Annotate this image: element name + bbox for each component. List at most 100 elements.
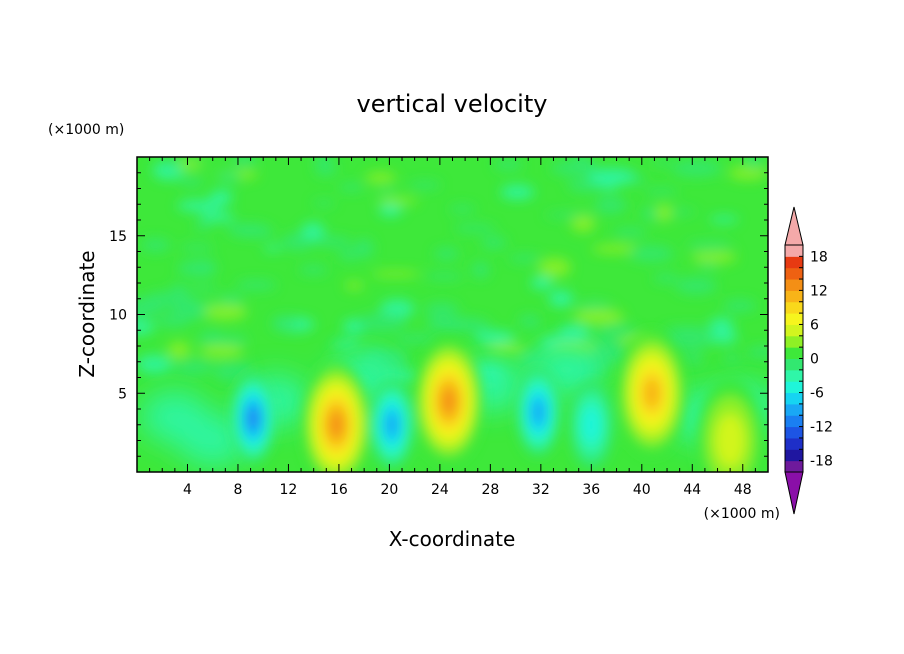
texture-blob — [612, 227, 647, 238]
texture-blob — [508, 254, 541, 263]
colorbar-swatch — [785, 267, 803, 280]
band-blob — [178, 414, 247, 467]
texture-blob — [471, 261, 490, 279]
x-tick-label: 24 — [431, 482, 449, 498]
texture-blob — [394, 333, 438, 344]
contour-band — [715, 413, 745, 468]
colorbar-swatch — [785, 449, 803, 462]
contour-field — [137, 157, 768, 472]
updraft-core — [696, 378, 765, 472]
x-tick-label: 4 — [183, 482, 192, 498]
y-axis-label: Z-coordinate — [75, 250, 99, 377]
texture-blob — [662, 326, 714, 334]
colorbar-swatch — [785, 392, 803, 405]
colorbar-swatch — [785, 301, 803, 314]
colorbar-swatch — [785, 290, 803, 303]
texture-blob — [177, 159, 202, 170]
x-tick-label: 8 — [233, 482, 242, 498]
colorbar-swatch — [785, 335, 803, 348]
colorbar-tick-label: 12 — [810, 283, 828, 299]
texture-blob — [203, 303, 248, 321]
upper-level-texture — [137, 157, 768, 383]
contour-band — [532, 400, 545, 425]
colorbar-swatch — [785, 245, 803, 257]
contour-band — [644, 378, 660, 408]
texture-blob — [236, 280, 277, 291]
texture-blob — [179, 243, 214, 252]
texture-blob — [427, 317, 469, 332]
colorbar-tick-label: -12 — [810, 420, 833, 436]
texture-blob — [746, 346, 768, 358]
colorbar-swatch — [785, 426, 803, 439]
texture-blob — [594, 195, 627, 215]
colorbar-swatch — [785, 415, 803, 428]
contour-band — [248, 408, 259, 429]
colorbar-swatch — [785, 403, 803, 416]
texture-blob — [370, 270, 421, 278]
texture-blob — [453, 224, 497, 233]
texture-blob — [167, 341, 191, 359]
texture-blob — [176, 199, 223, 212]
colorbar-swatch — [785, 313, 803, 325]
texture-blob — [312, 200, 335, 207]
texture-blob — [686, 241, 733, 250]
texture-blob — [177, 260, 214, 277]
texture-blob — [600, 349, 628, 364]
texture-blob — [591, 244, 640, 254]
texture-blob — [216, 170, 242, 184]
colorbar-tick-label: -6 — [810, 386, 824, 402]
texture-blob — [155, 314, 191, 328]
colorbar-swatch — [785, 460, 803, 473]
texture-blob — [199, 344, 245, 358]
texture-blob — [434, 247, 459, 260]
texture-blob — [665, 330, 712, 351]
texture-blob — [671, 159, 722, 178]
texture-blob — [331, 340, 360, 348]
x-tick-label: 36 — [582, 482, 600, 498]
x-tick-label: 12 — [280, 482, 298, 498]
texture-blob — [137, 319, 155, 335]
x-axis-unit: (×1000 m) — [704, 506, 780, 522]
texture-blob — [357, 312, 407, 333]
texture-blob — [188, 284, 219, 292]
texture-blob — [338, 183, 365, 192]
texture-blob — [571, 214, 596, 233]
texture-blob — [644, 188, 679, 195]
y-tick-label: 15 — [109, 229, 127, 245]
colorbar-swatch — [785, 324, 803, 337]
texture-blob — [709, 317, 734, 333]
y-axis-unit: (×1000 m) — [48, 122, 124, 138]
texture-blob — [481, 236, 507, 250]
texture-blob — [558, 324, 591, 342]
texture-blob — [655, 204, 673, 222]
texture-blob — [596, 324, 638, 339]
colorbar-swatch — [785, 381, 803, 394]
downdraft-core — [231, 374, 276, 463]
texture-blob — [313, 236, 352, 248]
texture-blob — [722, 299, 757, 312]
colorbar-tick-label: 6 — [810, 317, 819, 333]
texture-blob — [344, 281, 364, 290]
texture-blob — [518, 314, 541, 328]
texture-blob — [572, 157, 593, 170]
texture-blob — [500, 184, 535, 200]
texture-blob — [425, 272, 464, 281]
texture-blob — [178, 176, 204, 187]
colorbar-tick-label: 18 — [810, 249, 828, 265]
texture-blob — [652, 159, 673, 166]
texture-blob — [193, 221, 213, 231]
texture-blob — [301, 222, 325, 240]
colorbar-swatch — [785, 279, 803, 291]
texture-blob — [681, 354, 705, 365]
texture-blob — [272, 315, 298, 331]
texture-blob — [628, 245, 674, 262]
texture-blob — [218, 293, 244, 303]
texture-blob — [530, 276, 554, 290]
downdraft-core — [516, 368, 561, 457]
texture-blob — [587, 169, 636, 186]
texture-blob — [314, 160, 337, 177]
plot-area — [137, 157, 768, 472]
x-tick-label: 32 — [532, 482, 550, 498]
texture-blob — [675, 277, 717, 295]
